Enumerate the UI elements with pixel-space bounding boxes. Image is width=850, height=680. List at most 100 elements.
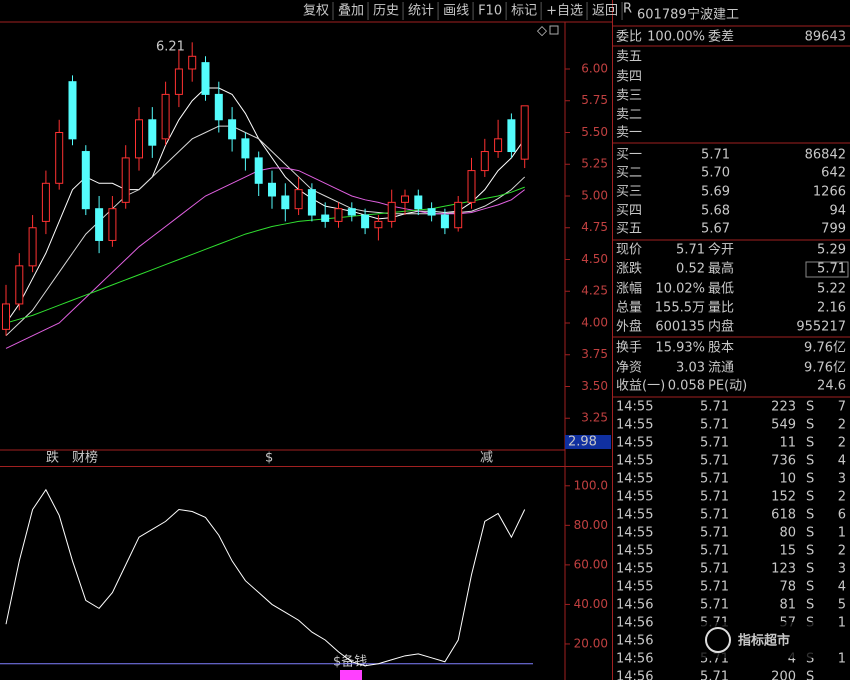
tick-cell: 14:56 — [616, 598, 653, 613]
candle-body — [108, 208, 117, 241]
high-annotation: 6.21 — [156, 40, 185, 55]
icon[interactable] — [549, 25, 559, 35]
tick-cell: 14:55 — [616, 472, 653, 487]
tick-cell: 14:55 — [616, 508, 653, 523]
high-box — [805, 261, 849, 278]
toolbar-button[interactable]: +自选 — [546, 4, 583, 19]
tick-cell: 5.71 — [700, 544, 729, 559]
value: 799 — [821, 222, 846, 237]
value: 10.02% — [655, 282, 705, 297]
tick-cell: 78 — [779, 580, 796, 595]
label: 外盘 — [616, 319, 642, 335]
y-tick-label: 5.50 — [581, 125, 608, 139]
tick-cell: S — [806, 454, 814, 469]
y-tick-label: 4.25 — [581, 284, 608, 298]
tick-cell: 3 — [838, 472, 846, 487]
tick-cell: 14:56 — [616, 652, 653, 667]
tick-cell: 5.71 — [700, 562, 729, 577]
icon[interactable]: ◇ — [537, 24, 547, 39]
toolbar-button[interactable]: 历史 — [373, 4, 399, 19]
tick-cell: 5.71 — [700, 670, 729, 680]
watermark: 指标超市 — [738, 633, 790, 649]
value: 3.03 — [676, 361, 705, 376]
tick-cell: 5.71 — [700, 490, 729, 505]
toolbar-button[interactable]: 复权 — [303, 3, 329, 19]
value: 5.67 — [701, 222, 730, 237]
tick-cell: 81 — [779, 598, 796, 613]
y-tick-label: 20.00 — [574, 636, 608, 650]
tick-cell: 15 — [779, 544, 796, 559]
candle-body — [281, 195, 290, 210]
candle-body — [68, 81, 77, 140]
candle-body — [387, 201, 396, 222]
value: 100.00% — [647, 30, 705, 45]
value: 5.68 — [701, 204, 730, 219]
stock-code: 601789 — [637, 8, 687, 23]
low-box — [565, 435, 611, 449]
indicator-line — [5, 488, 526, 667]
value: 5.71 — [817, 262, 846, 277]
candle-body — [135, 119, 143, 159]
flag: R — [623, 2, 632, 17]
label: 买一 — [616, 148, 642, 163]
tick-cell: 2 — [838, 490, 846, 505]
tick-cell: 200 — [771, 670, 796, 680]
candle-body — [28, 227, 37, 267]
tick-cell: 1 — [838, 526, 846, 541]
value: 5.71 — [701, 148, 730, 163]
candle-body — [95, 208, 104, 241]
y-tick-label: 3.75 — [581, 347, 608, 361]
candle-body — [41, 182, 50, 222]
tick-cell: 223 — [771, 400, 796, 415]
label: PE(动) — [708, 379, 747, 394]
y-tick-label: 3.50 — [581, 379, 608, 393]
tick-cell: S — [806, 436, 814, 451]
tick-cell: 4 — [838, 580, 846, 595]
toolbar-button[interactable]: 画线 — [443, 4, 469, 19]
candle-body — [467, 170, 476, 203]
tick-cell: 14:56 — [616, 634, 653, 649]
candle-body — [201, 62, 210, 95]
tick-cell: 14:55 — [616, 544, 653, 559]
tick-cell: 5.71 — [700, 400, 729, 415]
tick-cell: S — [806, 670, 814, 680]
toolbar-button[interactable]: F10 — [478, 4, 502, 19]
label: 量比 — [708, 301, 734, 316]
tick-cell: 152 — [771, 490, 796, 505]
tick-cell: 10 — [779, 472, 796, 487]
y-tick-label: 3.25 — [581, 411, 608, 425]
tick-cell: S — [806, 400, 814, 415]
label: 收益(一) — [616, 379, 665, 394]
toolbar-button[interactable]: 叠加 — [338, 4, 364, 19]
signal: $ — [265, 451, 273, 466]
tick-cell: S — [806, 652, 814, 667]
toolbar-button[interactable]: 标记 — [511, 4, 537, 19]
tick-cell: S — [806, 526, 814, 541]
label: 卖二 — [616, 108, 642, 123]
tick-cell: 14:55 — [616, 562, 653, 577]
stock-name: 宁波建工 — [687, 7, 739, 23]
tick-cell: 1 — [838, 616, 846, 631]
label: 流通 — [708, 361, 734, 376]
tick-cell: 11 — [779, 436, 796, 451]
candle-body — [188, 55, 197, 70]
tick-cell: 2 — [838, 418, 846, 433]
value: 600135 — [655, 320, 705, 335]
label: 买五 — [616, 222, 642, 237]
tick-cell: 618 — [771, 508, 796, 523]
toolbar-button[interactable]: 统计 — [408, 4, 434, 19]
label: 委差 — [708, 30, 734, 45]
tick-cell: 5.71 — [700, 436, 729, 451]
candle-body — [174, 68, 183, 95]
candle-body — [268, 182, 276, 197]
value: 155.5万 — [655, 301, 705, 316]
y-tick-label: 4.50 — [581, 252, 608, 266]
toolbar-button[interactable]: 返回 — [592, 4, 618, 19]
candle-body — [55, 131, 64, 184]
signal: 财榜 — [72, 450, 98, 466]
label: 现价 — [616, 243, 642, 258]
signal: 跌 — [46, 450, 59, 466]
value: 642 — [821, 166, 846, 181]
